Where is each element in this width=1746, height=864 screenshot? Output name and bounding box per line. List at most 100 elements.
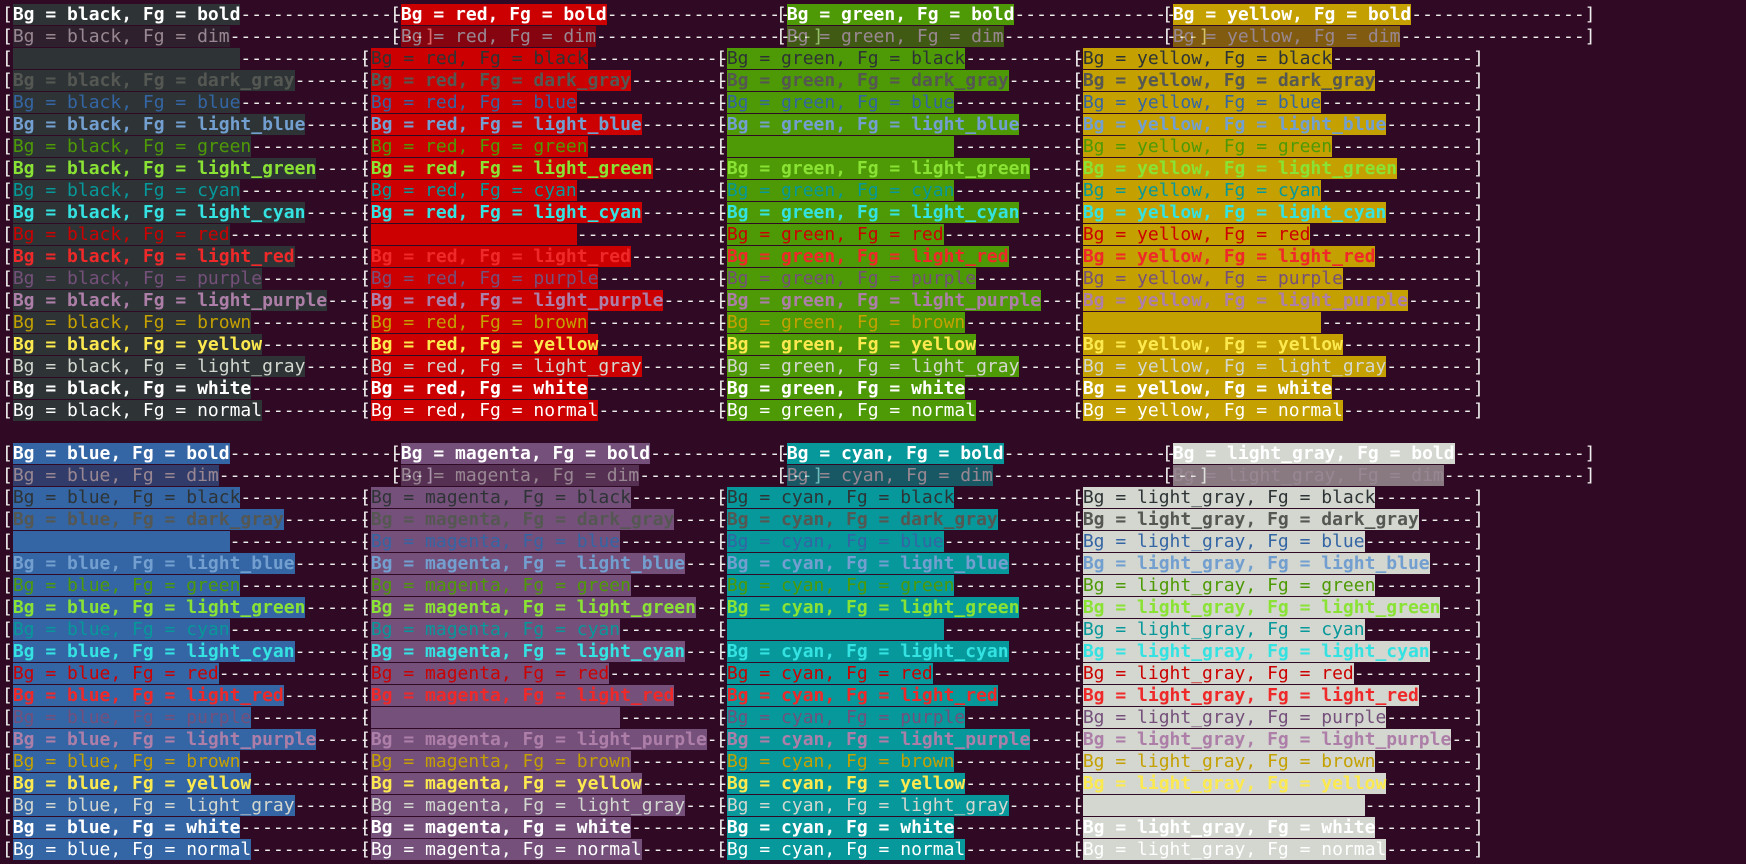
dash-fill: -------------- <box>965 378 1117 399</box>
color-test-line: [Bg = black, Fg = light_blue---------] <box>2 114 414 136</box>
sample-label: Bg = yellow, Fg = light_red <box>1082 246 1376 267</box>
sample-label: Bg = cyan, Fg = red <box>726 663 933 684</box>
color-test-line: [Bg = light_gray, Fg = normal--------] <box>1072 839 1484 861</box>
dash-fill: ----------------- <box>576 92 761 113</box>
color-test-line: [Bg = blue, Fg = green---------------] <box>2 575 414 597</box>
color-test-line: [Bg = light_gray, Fg = blue----------] <box>1072 531 1484 553</box>
color-test-line: [Bg = magenta, Fg = green------------] <box>360 575 772 597</box>
color-test-line: [Bg = yellow, Fg = light_blue--------] <box>1072 114 1484 136</box>
dash-fill: ---------------- <box>1411 4 1585 25</box>
color-test-line: [Bg = blue, Fg = black---------------] <box>2 487 414 509</box>
dash-fill: --------------- <box>240 817 403 838</box>
sample-label: Bg = magenta, Fg = brown <box>370 751 631 772</box>
bracket-open: [ <box>1072 663 1083 684</box>
sample-label: Bg = green, Fg = light_cyan <box>726 202 1020 223</box>
bracket-close: ] <box>1473 751 1484 772</box>
bracket-open: [ <box>2 817 13 838</box>
sample-label: Bg = blue, Fg = light_red <box>12 685 284 706</box>
bracket-close: ] <box>1473 729 1484 750</box>
color-test-line: [Bg = red, Fg = light_cyan-----------] <box>360 202 772 224</box>
bracket-open: [ <box>1162 465 1173 486</box>
bracket-open: [ <box>716 487 727 508</box>
dash-fill: --------------- <box>240 575 403 596</box>
dash-fill: ------------- <box>262 400 403 421</box>
dash-fill: ------------- <box>976 400 1117 421</box>
color-test-line: [Bg = cyan, Fg = brown---------------] <box>716 751 1128 773</box>
color-test-line: [Bg = yellow, Fg = purple------------] <box>1072 268 1484 290</box>
color-test-line: [Bg = light_gray, Fg = bold------------] <box>1162 443 1596 465</box>
color-test-line: [Bg = yellow, Fg = green-------------] <box>1072 136 1484 158</box>
bracket-close: ] <box>1473 817 1484 838</box>
color-test-line: [Bg = magenta, Fg = light_gray-------] <box>360 795 772 817</box>
bracket-open: [ <box>390 443 401 464</box>
sample-label: Bg = green, Fg = normal <box>726 400 977 421</box>
color-test-line: [Bg = blue, Fg = red-----------------] <box>2 663 414 685</box>
bracket-open: [ <box>1162 4 1173 25</box>
color-test-line: [Bg = yellow, Fg = cyan--------------] <box>1072 180 1484 202</box>
bracket-close: ] <box>1472 707 1484 728</box>
sample-label: Bg = blue, Fg = light_purple <box>12 729 317 750</box>
sample-label: Bg = cyan, Fg = light_blue <box>726 553 1009 574</box>
color-test-line: [Bg = blue, Fg = normal--------------] <box>2 839 414 861</box>
dash-fill: ------------------ <box>1003 443 1199 464</box>
color-test-line: [Bg = magenta, Fg = blue-------------] <box>360 531 772 553</box>
sample-label: Bg = blue, Fg = purple <box>12 707 252 728</box>
bracket-open: [ <box>716 290 727 311</box>
color-test-line: [Bg = red, Fg = dim--------------------] <box>390 26 824 48</box>
bracket-open: [ <box>360 575 371 596</box>
bracket-open: [ <box>716 246 727 267</box>
color-test-line: [Bg = black, Fg = light_red----------] <box>2 246 414 268</box>
bracket-open: [ <box>1072 136 1083 157</box>
sample-label: Bg = magenta, Fg = bold <box>400 443 651 464</box>
bracket-close: ] <box>1473 487 1484 508</box>
bracket-close: ] <box>1472 136 1484 157</box>
bracket-close: ] <box>1473 575 1484 596</box>
color-test-line: [Bg = cyan, Fg = red-----------------] <box>716 663 1128 685</box>
color-test-line: [ ----------------] <box>716 619 1128 641</box>
sample-label: Bg = red, Fg = yellow <box>370 334 599 355</box>
sample-label: Bg = green, Fg = yellow <box>726 334 977 355</box>
sample-label: Bg = black, Fg = dark_gray <box>12 70 295 91</box>
bracket-close: ] <box>1472 378 1484 399</box>
dash-fill: -------- <box>1386 773 1473 794</box>
sample-label: Bg = red, Fg = light_blue <box>370 114 642 135</box>
bracket-open: [ <box>716 92 727 113</box>
sample-label: Bg = yellow, Fg = white <box>1082 378 1333 399</box>
color-test-line: [Bg = red, Fg = brown----------------] <box>360 312 772 334</box>
sample-label: Bg = blue, Fg = dim <box>12 465 219 486</box>
color-test-line: [Bg = red, Fg = yellow---------------] <box>360 334 772 356</box>
sample-label: Bg = cyan, Fg = light_purple <box>726 729 1031 750</box>
color-test-line: [Bg = magenta, Fg = light_green------] <box>360 597 772 619</box>
dash-fill: ----------------- <box>218 663 403 684</box>
bracket-open: [ <box>360 531 371 552</box>
color-test-line: [Bg = cyan, Fg = purple--------------] <box>716 707 1128 729</box>
dash-fill: ------------------- <box>606 4 813 25</box>
dash-fill: -------------------- <box>595 26 813 47</box>
dash-fill: ---------------- <box>587 136 761 157</box>
sample-label: Bg = green, Fg = blue <box>726 92 955 113</box>
color-test-line: [Bg = black, Fg = cyan---------------] <box>2 180 414 202</box>
bracket-open: [ <box>2 180 13 201</box>
sample-label: Bg = yellow, Fg = purple <box>1082 268 1343 289</box>
color-test-line: [Bg = magenta, Fg = light_blue-------] <box>360 553 772 575</box>
dash-fill: --------------- <box>1310 224 1473 245</box>
bracket-open: [ <box>390 4 401 25</box>
bracket-open: [ <box>2 597 13 618</box>
bracket-open: [ <box>360 487 371 508</box>
bracket-open: [ <box>716 685 727 706</box>
sample-label: Bg = red, Fg = brown <box>370 312 588 333</box>
bracket-open: [ <box>776 26 787 47</box>
color-test-line: [Bg = blue, Fg = light_green---------] <box>2 597 414 619</box>
bracket-open: [ <box>2 619 13 640</box>
color-test-line: [Bg = yellow, Fg = dim-----------------] <box>1162 26 1596 48</box>
color-test-line: [Bg = green, Fg = light_red----------] <box>716 246 1128 268</box>
bracket-open: [ <box>1072 487 1083 508</box>
sample-label: Bg = magenta, Fg = red <box>370 663 610 684</box>
dash-fill: -------------- <box>251 773 403 794</box>
sample-label: Bg = light_gray, Fg = black <box>1082 487 1376 508</box>
bracket-open: [ <box>1072 729 1083 750</box>
bracket-open: [ <box>2 553 13 574</box>
color-test-line: [Bg = magenta, Fg = dark_gray--------] <box>360 509 772 531</box>
color-test-line: [Bg = black, Fg = brown--------------] <box>2 312 414 334</box>
dash-fill: ----- <box>1418 685 1473 706</box>
